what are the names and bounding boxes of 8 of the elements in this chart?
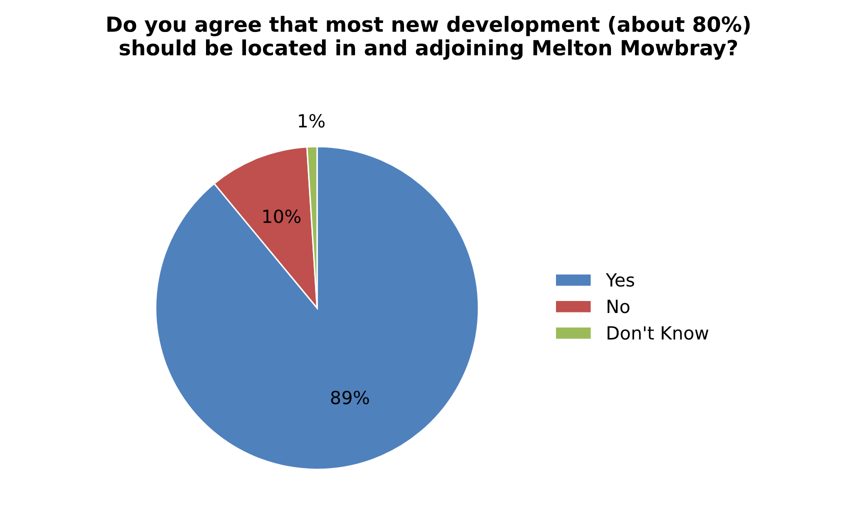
pie-slice	[154, 146, 480, 470]
legend-label: No	[608, 300, 630, 314]
legend-label: Yes	[606, 273, 634, 287]
legend-label: Don't Know	[608, 326, 708, 340]
data-label: 10%	[263, 210, 301, 224]
data-label: 89%	[331, 390, 369, 404]
data-label: 1%	[298, 114, 325, 128]
chart-title: Do you agree that most new development (about 80%) should be located in and adjoining Melton Mowbray?	[107, 16, 750, 60]
